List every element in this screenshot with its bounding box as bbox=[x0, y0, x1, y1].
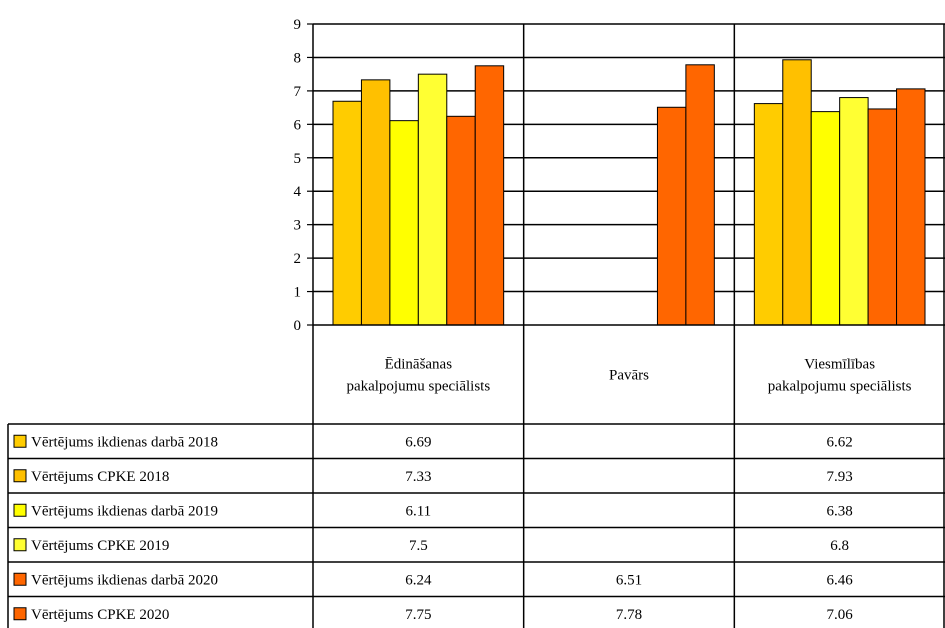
data-table-cell: 6.69 bbox=[405, 434, 431, 450]
bar bbox=[474, 65, 505, 326]
data-table-cell: 7.33 bbox=[405, 469, 431, 485]
bar bbox=[753, 103, 784, 326]
data-table-cell: 6.8 bbox=[830, 538, 849, 554]
category-label: Viesmīlības bbox=[804, 357, 875, 373]
category-label: pakalpojumu speciālists bbox=[768, 379, 912, 395]
bar bbox=[839, 97, 869, 326]
bar bbox=[360, 79, 391, 326]
legend-label: Vērtējums ikdienas darbā 2018 bbox=[31, 434, 218, 450]
y-tick-label: 4 bbox=[294, 184, 302, 200]
data-table-cell: 7.06 bbox=[827, 607, 854, 623]
legend-label: Vērtējums ikdienas darbā 2019 bbox=[31, 503, 218, 519]
y-tick-label: 0 bbox=[294, 318, 302, 334]
y-tick-label: 9 bbox=[294, 17, 302, 33]
bar bbox=[417, 73, 448, 326]
y-tick-label: 8 bbox=[294, 50, 302, 66]
category-label: Pavārs bbox=[609, 368, 649, 384]
data-table-cell: 6.11 bbox=[405, 503, 431, 519]
legend-swatch bbox=[13, 538, 27, 552]
y-tick-label: 5 bbox=[294, 151, 302, 167]
data-table-cell: 6.38 bbox=[827, 503, 853, 519]
y-tick-label: 6 bbox=[294, 117, 302, 133]
legend-swatch bbox=[13, 503, 27, 517]
legend-label: Vērtējums CPKE 2019 bbox=[31, 538, 169, 554]
bar bbox=[810, 111, 841, 326]
data-table-cell: 7.5 bbox=[409, 538, 428, 554]
bar bbox=[332, 100, 362, 326]
y-tick-label: 7 bbox=[294, 84, 302, 100]
legend-swatch bbox=[13, 607, 27, 621]
legend-swatch bbox=[13, 434, 27, 448]
legend-label: Vērtējums CPKE 2020 bbox=[31, 607, 169, 623]
category-label: Ēdināšanas bbox=[385, 357, 453, 373]
data-table-cell: 6.24 bbox=[405, 572, 432, 588]
bar bbox=[685, 64, 715, 326]
legend-swatch bbox=[13, 572, 27, 586]
legend-label: Vērtējums ikdienas darbā 2020 bbox=[31, 572, 218, 588]
data-table-cell: 7.93 bbox=[827, 469, 853, 485]
y-tick-label: 1 bbox=[294, 285, 302, 301]
data-table-cell: 7.75 bbox=[405, 607, 431, 623]
category-label: pakalpojumu speciālists bbox=[346, 379, 490, 395]
data-table-cell: 7.78 bbox=[616, 607, 642, 623]
legend-swatch bbox=[13, 469, 27, 483]
data-table-cell: 6.46 bbox=[827, 572, 854, 588]
y-tick-label: 3 bbox=[294, 218, 302, 234]
data-table-cell: 6.51 bbox=[616, 572, 642, 588]
bar bbox=[867, 108, 898, 326]
bar bbox=[896, 88, 926, 326]
legend-label: Vērtējums CPKE 2018 bbox=[31, 469, 169, 485]
bar bbox=[782, 59, 812, 326]
data-table-cell: 6.62 bbox=[827, 434, 853, 450]
y-tick-label: 2 bbox=[294, 251, 302, 267]
bar bbox=[446, 115, 476, 326]
bar bbox=[656, 106, 687, 326]
bar bbox=[389, 120, 419, 326]
